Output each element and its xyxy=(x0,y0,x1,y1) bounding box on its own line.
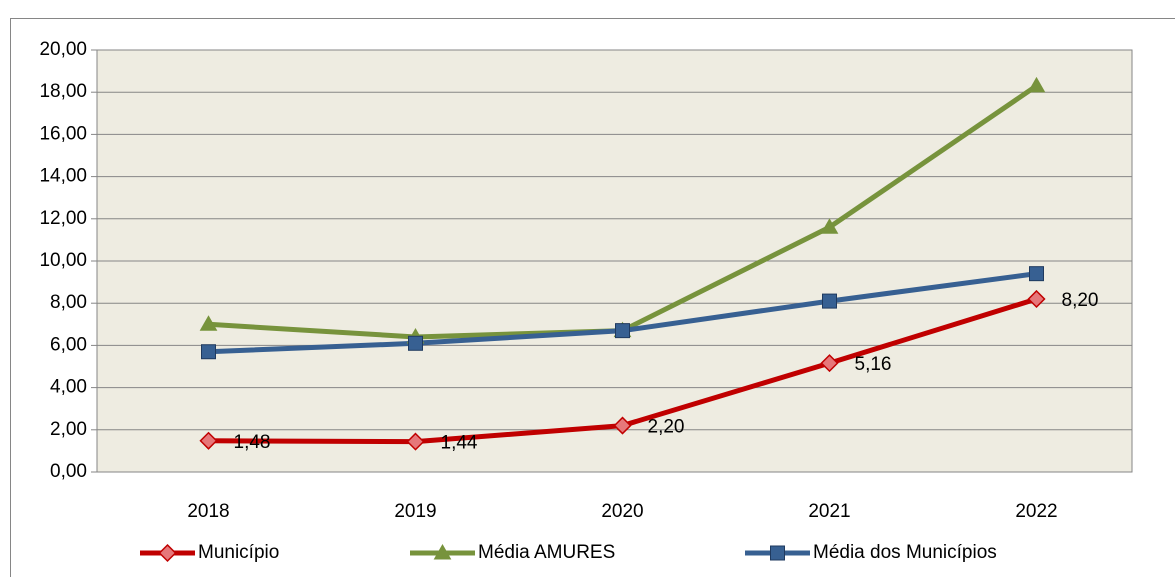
data-label: 2,20 xyxy=(648,417,685,438)
marker xyxy=(820,354,839,373)
y-tick-label: 12,00 xyxy=(39,208,87,229)
y-tick-label: 0,00 xyxy=(50,461,87,482)
x-tick-label: 2021 xyxy=(808,501,850,522)
marker xyxy=(408,335,423,351)
legend-marker xyxy=(433,543,452,560)
marker xyxy=(406,432,425,451)
data-label: 8,20 xyxy=(1062,290,1099,311)
marker xyxy=(613,416,632,435)
y-tick-label: 14,00 xyxy=(39,166,87,187)
marker xyxy=(201,344,216,360)
marker xyxy=(820,218,839,234)
y-tick-label: 2,00 xyxy=(50,419,87,440)
y-tick-label: 16,00 xyxy=(39,123,87,144)
y-tick-label: 4,00 xyxy=(50,377,87,398)
y-tick-label: 10,00 xyxy=(39,250,87,271)
data-label: 1,44 xyxy=(441,433,478,454)
marker xyxy=(199,431,218,450)
y-tick-label: 6,00 xyxy=(50,334,87,355)
legend-marker xyxy=(158,543,177,563)
marker xyxy=(822,293,837,309)
y-tick-label: 20,00 xyxy=(39,39,87,60)
x-tick-label: 2022 xyxy=(1015,501,1057,522)
data-label: 1,48 xyxy=(234,432,271,453)
marker xyxy=(615,323,630,339)
marker xyxy=(199,315,218,331)
y-tick-label: 18,00 xyxy=(39,81,87,102)
legend-marker xyxy=(770,545,785,561)
x-tick-label: 2018 xyxy=(187,501,229,522)
legend-label: Município xyxy=(198,542,279,563)
x-tick-label: 2020 xyxy=(601,501,643,522)
x-tick-label: 2019 xyxy=(394,501,436,522)
marker xyxy=(1027,76,1046,93)
y-tick-label: 8,00 xyxy=(50,292,87,313)
marker xyxy=(1029,266,1044,282)
marker xyxy=(1027,289,1046,309)
legend-label: Média AMURES xyxy=(478,542,615,563)
legend-label: Média dos Municípios xyxy=(813,542,997,563)
data-label: 5,16 xyxy=(855,354,892,375)
